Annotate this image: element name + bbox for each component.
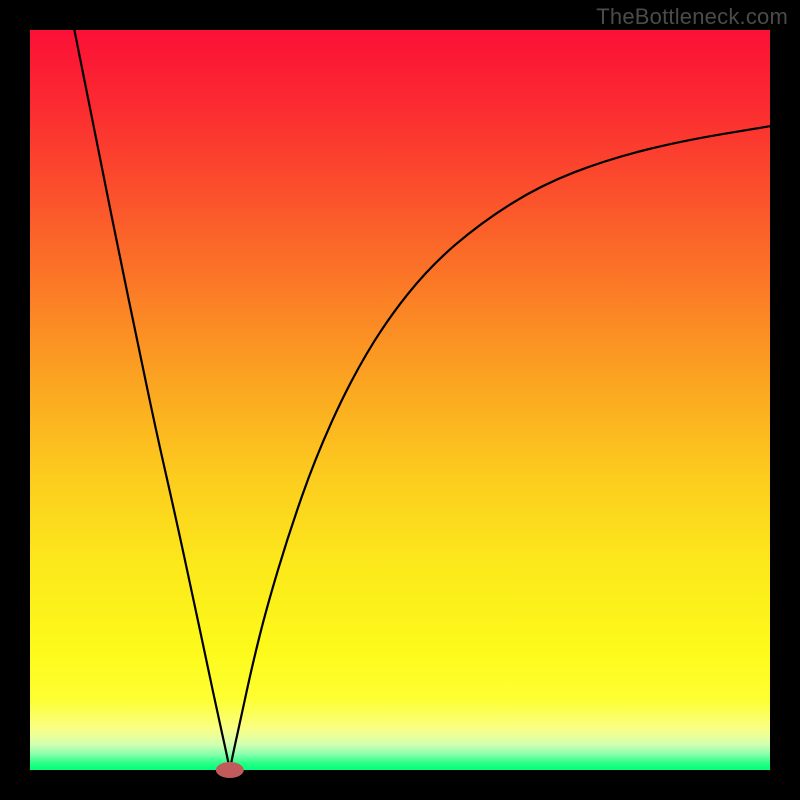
minimum-marker — [216, 762, 244, 778]
chart-container: TheBottleneck.com — [0, 0, 800, 800]
attribution-text: TheBottleneck.com — [596, 4, 788, 30]
chart-gradient-background — [30, 30, 770, 770]
bottleneck-chart — [0, 0, 800, 800]
